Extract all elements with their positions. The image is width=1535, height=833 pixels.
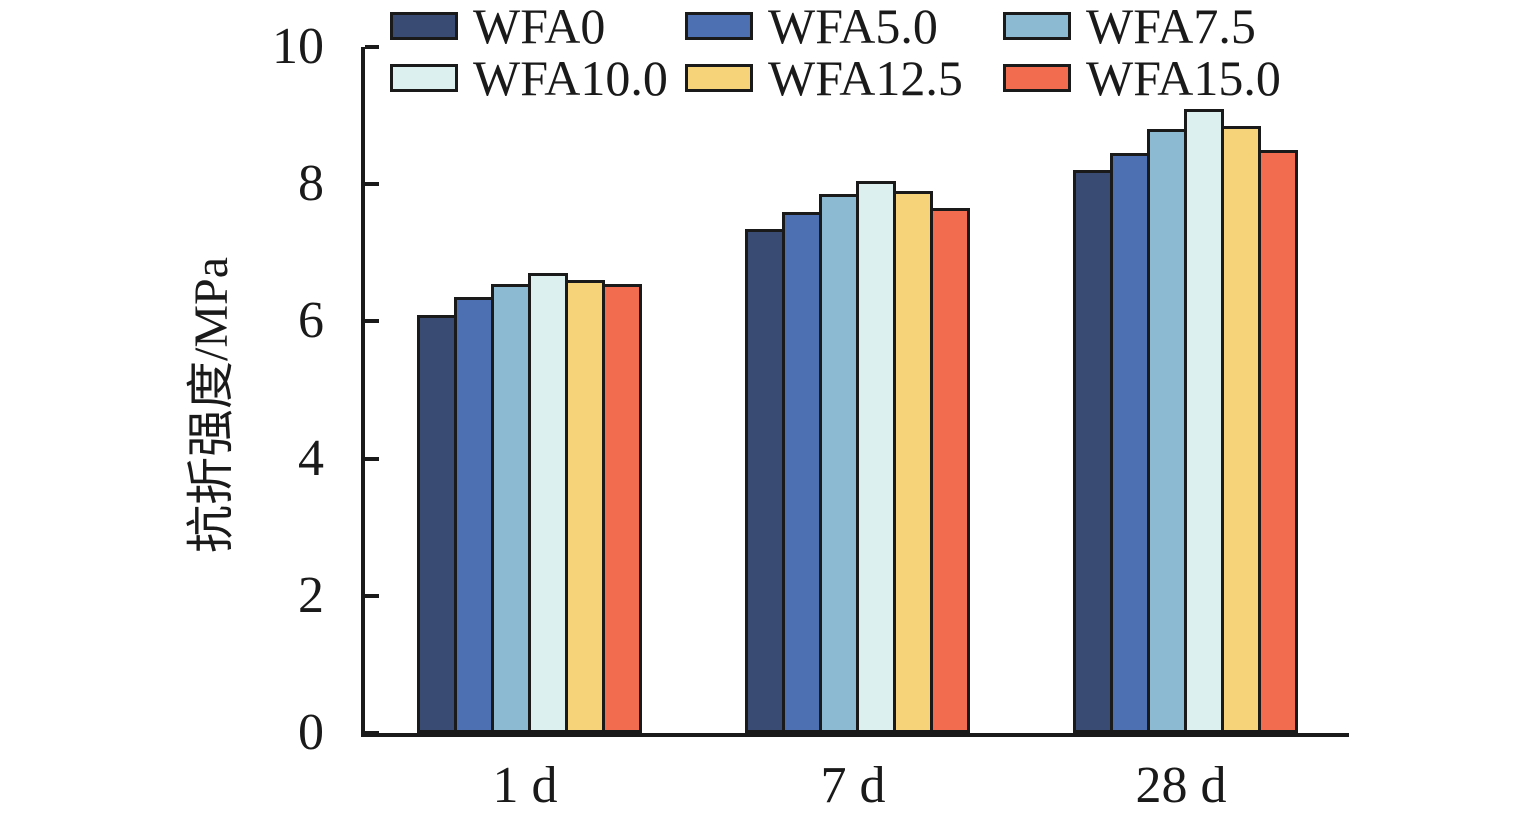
legend-item-WFA0: WFA0	[390, 0, 605, 54]
bar-WFA5.0-28d	[1110, 153, 1150, 733]
bar-WFA12.5-1d	[565, 280, 605, 733]
legend-label: WFA15.0	[1086, 50, 1281, 106]
bar-WFA0-1d	[417, 315, 457, 733]
bar-WFA0-28d	[1073, 170, 1113, 733]
y-axis-tick	[365, 182, 379, 186]
legend-item-WFA12.5: WFA12.5	[685, 50, 963, 106]
x-tick-label: 7 d	[820, 757, 886, 814]
y-tick-label: 4	[298, 430, 324, 487]
bar-WFA12.5-28d	[1221, 126, 1261, 733]
y-axis-tick	[365, 45, 379, 49]
legend-item-WFA15.0: WFA15.0	[1003, 50, 1281, 106]
y-axis-tick	[365, 594, 379, 598]
y-axis-tick	[365, 731, 379, 735]
bar-WFA15.0-1d	[602, 284, 642, 733]
y-tick-label: 6	[298, 292, 324, 349]
bar-WFA12.5-7d	[893, 191, 933, 733]
legend-item-WFA7.5: WFA7.5	[1003, 0, 1256, 54]
legend-label: WFA12.5	[768, 50, 963, 106]
legend-swatch-WFA12.5	[685, 64, 753, 92]
legend-item-WFA10.0: WFA10.0	[390, 50, 668, 106]
y-tick-label: 0	[298, 704, 324, 761]
bar-WFA5.0-7d	[782, 212, 822, 733]
legend-label: WFA0	[473, 0, 606, 54]
bar-WFA0-7d	[745, 229, 785, 733]
y-axis-title: 抗折强度/MPa	[185, 256, 238, 554]
bar-WFA7.5-7d	[819, 194, 859, 733]
legend-item-WFA5.0: WFA5.0	[685, 0, 938, 54]
bar-WFA10.0-1d	[528, 273, 568, 733]
legend-swatch-WFA15.0	[1003, 64, 1071, 92]
y-axis-tick	[365, 319, 379, 323]
y-tick-label: 10	[272, 18, 324, 75]
y-tick-label: 8	[298, 155, 324, 212]
bar-WFA7.5-1d	[491, 284, 531, 733]
x-tick-label: 28 d	[1135, 757, 1227, 814]
legend-label: WFA5.0	[768, 0, 938, 54]
legend-swatch-WFA10.0	[390, 64, 458, 92]
legend-swatch-WFA5.0	[685, 12, 753, 40]
legend-swatch-WFA0	[390, 12, 458, 40]
y-axis-tick	[365, 457, 379, 461]
x-tick-label: 1 d	[492, 757, 558, 814]
bar-WFA10.0-28d	[1184, 109, 1224, 733]
plot-area	[361, 45, 1349, 737]
bar-WFA7.5-28d	[1147, 129, 1187, 733]
bar-WFA15.0-7d	[930, 208, 970, 733]
legend-swatch-WFA7.5	[1003, 12, 1071, 40]
legend-label: WFA10.0	[473, 50, 668, 106]
bar-WFA15.0-28d	[1258, 150, 1298, 733]
y-tick-label: 2	[298, 567, 324, 624]
legend-label: WFA7.5	[1086, 0, 1256, 54]
bar-WFA5.0-1d	[454, 297, 494, 733]
bar-WFA10.0-7d	[856, 181, 896, 733]
